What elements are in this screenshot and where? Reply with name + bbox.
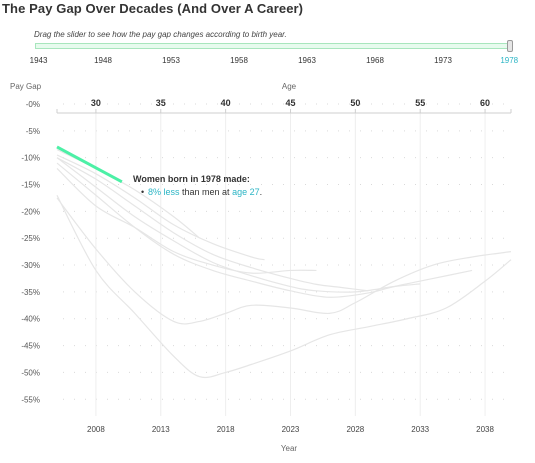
x-tick-label: 2013 — [152, 425, 170, 434]
background-series — [56, 149, 512, 379]
background-series-line-7 — [56, 154, 265, 261]
highlight-series — [56, 145, 123, 184]
age-tick-label: 50 — [350, 98, 360, 108]
x-axis-title: Year — [281, 444, 298, 453]
age-tick-label: 30 — [91, 98, 101, 108]
annotation-box: Women born in 1978 made: 8% less than me… — [133, 174, 262, 197]
y-axis-title: Pay Gap — [10, 82, 42, 91]
slider-year-1943[interactable]: 1943 — [29, 56, 48, 65]
slider-year-1953[interactable]: 1953 — [162, 56, 180, 65]
annotation-age: age 27 — [232, 187, 260, 197]
age-tick-label: 35 — [156, 98, 166, 108]
age-tick-label: 55 — [415, 98, 425, 108]
y-tick-label: -0% — [26, 100, 40, 109]
y-tick-label: -20% — [21, 207, 40, 216]
slider-year-1978[interactable]: 1978 — [500, 56, 519, 65]
x-tick-label: 2023 — [282, 425, 300, 434]
y-tick-label: -10% — [21, 154, 40, 163]
grid-lines — [63, 103, 511, 416]
y-tick-label: -15% — [21, 181, 40, 190]
birth-year-slider-handle[interactable] — [507, 40, 513, 52]
background-series-line-2 — [56, 197, 512, 325]
age-tick-label: 40 — [221, 98, 231, 108]
chart-title: The Pay Gap Over Decades (And Over A Car… — [2, 1, 304, 16]
x-tick-label: 2018 — [217, 425, 235, 434]
age-tick-label: 60 — [480, 98, 490, 108]
y-tick-label: -50% — [21, 368, 40, 377]
slider-year-1958[interactable]: 1958 — [230, 56, 248, 65]
highlight-series-line — [56, 145, 123, 184]
annotation-end: . — [259, 187, 263, 197]
slider-year-1968[interactable]: 1968 — [366, 56, 384, 65]
annotation-heading: Women born in 1978 made: — [133, 174, 250, 184]
axes: -0% -5% -10% -15% -20% -25% -30% -35% -40% -45% -5… — [10, 82, 512, 453]
annotation-middle: than men at — [179, 187, 233, 197]
x-tick-label: 2008 — [87, 425, 105, 434]
y-tick-label: -30% — [21, 261, 40, 270]
slider-year-1963[interactable]: 1963 — [298, 56, 316, 65]
background-series-line-1 — [56, 194, 512, 379]
y-tick-label: -25% — [21, 234, 40, 243]
x-tick-label: 2028 — [346, 425, 364, 434]
background-series-line-3 — [56, 162, 473, 298]
age-axis-title: Age — [282, 82, 297, 91]
background-series-line-6 — [56, 167, 317, 274]
annotation-gap: 8% less — [148, 187, 180, 197]
y-tick-label: -35% — [21, 288, 40, 297]
slider-year-1973[interactable]: 1973 — [434, 56, 452, 65]
age-tick-label: 45 — [285, 98, 295, 108]
slider-instruction: Drag the slider to see how the pay gap c… — [34, 30, 287, 39]
y-tick-label: -40% — [21, 315, 40, 324]
slider-year-1948[interactable]: 1948 — [94, 56, 112, 65]
x-tick-label: 2033 — [411, 425, 429, 434]
y-tick-label: -45% — [21, 342, 40, 351]
annotation-bullet: 8% less than men at age 27. — [133, 187, 262, 197]
x-tick-label: 2038 — [476, 425, 494, 434]
y-tick-label: -5% — [26, 127, 40, 136]
background-series-line-5 — [56, 157, 369, 292]
y-tick-label: -55% — [21, 395, 40, 404]
